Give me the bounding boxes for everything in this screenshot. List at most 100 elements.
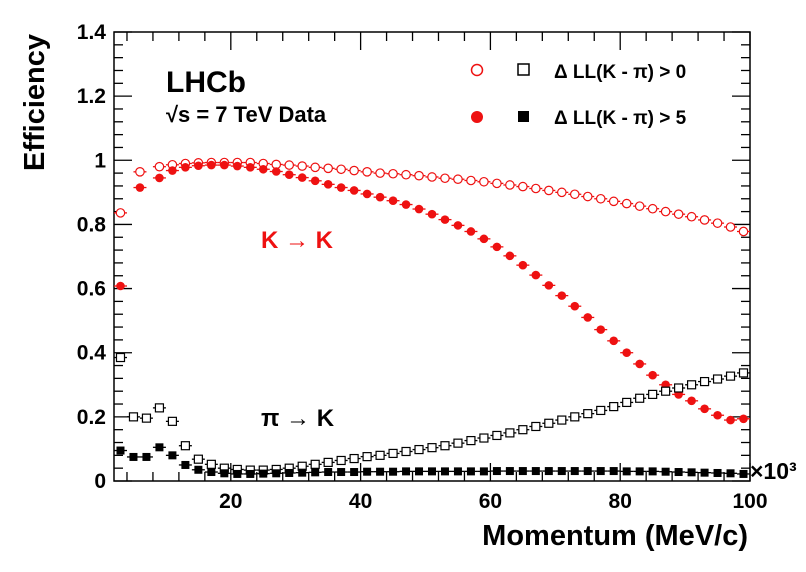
data-point [336, 183, 346, 192]
data-point [466, 175, 476, 186]
data-point [479, 234, 489, 244]
legend-filled-circle-marker [471, 111, 483, 123]
data-point [440, 467, 449, 476]
data-point [220, 469, 229, 478]
data-point [492, 178, 502, 189]
data-point [141, 413, 152, 423]
y-tick-label: 1.2 [77, 85, 106, 108]
x-tick-label: 60 [479, 490, 502, 513]
data-point [453, 438, 463, 448]
x-tick-label: 40 [349, 490, 372, 513]
legend-label-dll0: Δ LL(K - π) > 0 [554, 62, 686, 83]
data-point [557, 467, 566, 476]
data-point [531, 270, 541, 280]
data-point [556, 187, 567, 198]
x-axis-ticks [126, 32, 751, 481]
data-point [194, 465, 203, 474]
y-axis-ticks [114, 31, 750, 482]
data-point [388, 196, 398, 205]
data-point [466, 227, 476, 236]
legend-label-dll5: Δ LL(K - π) > 5 [554, 108, 687, 129]
data-point [116, 281, 125, 291]
data-point [479, 467, 488, 476]
data-point [544, 281, 554, 290]
data-point [193, 454, 203, 464]
data-point [700, 404, 709, 414]
data-point [154, 403, 165, 413]
data-point [206, 459, 216, 469]
data-point [531, 183, 541, 194]
data-point [596, 325, 606, 334]
plot-frame [113, 31, 751, 482]
data-point [453, 221, 463, 230]
data-point [492, 467, 501, 476]
data-point [595, 193, 606, 204]
y-tick-label: 0.6 [77, 278, 106, 301]
data-point [648, 467, 657, 476]
data-point [349, 186, 359, 195]
y-axis-title: Efficiency [19, 34, 51, 171]
data-point [168, 166, 177, 175]
x-tick-label: 80 [609, 490, 632, 513]
data-point [414, 444, 424, 455]
series-filled-square [113, 443, 751, 478]
data-point [401, 200, 411, 209]
data-point [233, 469, 242, 478]
data-point [297, 161, 308, 171]
data-point [557, 415, 567, 425]
data-point [233, 161, 242, 171]
data-point [647, 203, 658, 214]
data-point [712, 218, 723, 228]
data-point [337, 468, 346, 477]
data-point [621, 198, 632, 209]
data-point [518, 181, 528, 192]
data-point [349, 453, 359, 464]
data-point [155, 173, 164, 183]
data-point [167, 416, 178, 426]
data-point [570, 467, 579, 476]
data-point [272, 469, 281, 478]
data-point [661, 467, 670, 476]
data-point [414, 170, 424, 181]
data-point [168, 451, 177, 460]
data-point [686, 211, 697, 222]
data-point [505, 180, 515, 190]
data-point [402, 467, 411, 476]
data-series [113, 157, 751, 478]
data-point [336, 164, 346, 175]
data-point [635, 393, 645, 403]
sqrt-symbol: √ [166, 102, 179, 127]
data-point [466, 467, 475, 476]
data-point [363, 467, 372, 476]
data-point [135, 183, 145, 192]
data-point [686, 380, 697, 390]
data-point [505, 251, 515, 261]
data-point [635, 467, 644, 476]
data-point [725, 371, 736, 381]
data-point [284, 160, 295, 170]
data-point [582, 191, 593, 202]
data-point [336, 455, 346, 466]
series-filled-circle [113, 160, 751, 425]
data-point [350, 468, 359, 477]
data-point [246, 469, 255, 478]
data-point [712, 374, 723, 384]
x-tick-label: 20 [219, 490, 242, 513]
energy-label: s = 7 TeV Data [178, 102, 327, 127]
data-point [687, 468, 696, 477]
data-point [544, 467, 553, 476]
data-point [259, 469, 268, 478]
data-point [181, 460, 190, 469]
data-point [440, 441, 450, 451]
data-point [181, 163, 190, 172]
series-open-square [113, 352, 751, 475]
data-point [739, 414, 748, 424]
pion-kaon-label: π → K [261, 405, 335, 432]
data-point [310, 162, 320, 173]
data-point [220, 160, 229, 170]
data-point [609, 467, 618, 476]
data-point [440, 215, 450, 224]
data-point [311, 468, 320, 477]
data-point [557, 291, 567, 300]
